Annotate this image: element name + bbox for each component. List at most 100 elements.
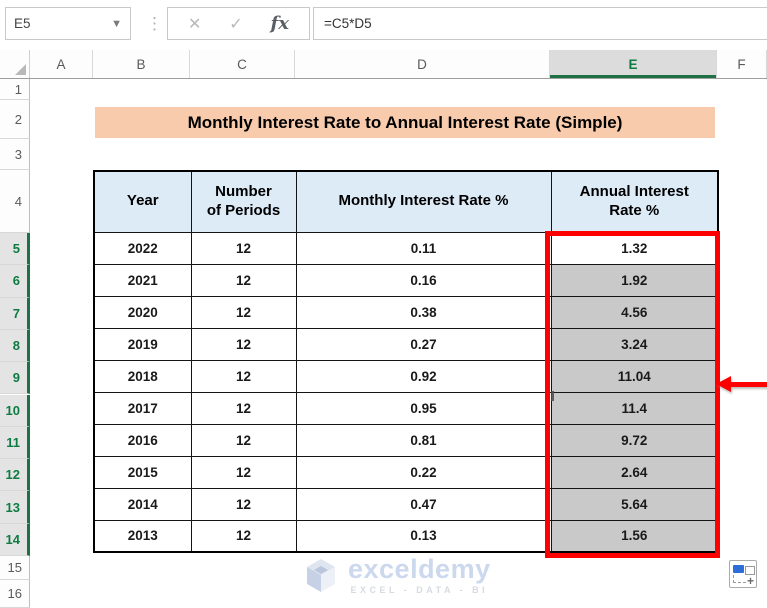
table-cell[interactable]: 1.32 [550,231,719,265]
table-row: 2013 12 0.13 1.56 [93,519,719,553]
row-header-14[interactable]: 14 [0,523,30,556]
formula-input[interactable]: =C5*D5 [313,7,767,40]
table-cell[interactable]: 0.92 [295,359,552,393]
row-header-9[interactable]: 9 [0,362,30,395]
table-cell[interactable]: 12 [190,487,297,521]
table-cell[interactable]: 12 [190,423,297,457]
table-row: 2022 12 0.11 1.32 [93,231,719,265]
cancel-icon[interactable]: ✕ [187,15,202,33]
cursor-artifact [551,391,554,401]
table-cell[interactable]: 12 [190,231,297,265]
table-cell[interactable]: 0.95 [295,391,552,425]
table-cell[interactable]: 12 [190,391,297,425]
table-cell[interactable]: 0.27 [295,327,552,361]
table-cell[interactable]: 11.4 [550,391,719,425]
column-header-B[interactable]: B [93,50,190,78]
select-all-corner[interactable] [0,50,30,78]
exceldemy-logo-icon [307,559,335,592]
row-header-10[interactable]: 10 [0,394,30,427]
table-cell[interactable]: 2.64 [550,455,719,489]
table-cell[interactable]: 2022 [93,231,192,265]
row-header-6[interactable]: 6 [0,265,30,298]
column-header-D[interactable]: D [295,50,550,78]
quick-analysis-blue-rect-icon [733,565,744,573]
table-cell[interactable]: 2014 [93,487,192,521]
table-cell[interactable]: 2018 [93,359,192,393]
red-arrow-annotation [716,376,767,392]
table-cell[interactable]: 4.56 [550,295,719,329]
quick-analysis-plus-icon: + [746,574,754,588]
table-cell[interactable]: 0.11 [295,231,552,265]
row-header-15[interactable]: 15 [0,556,30,580]
name-box-dropdown-icon[interactable]: ▼ [111,17,122,30]
row-header-13[interactable]: 13 [0,491,30,524]
table-row: 2018 12 0.92 11.04 [93,359,719,393]
quick-analysis-button[interactable]: + [729,560,757,588]
table-cell[interactable]: 0.81 [295,423,552,457]
row-header-8[interactable]: 8 [0,329,30,363]
row-header-16[interactable]: 16 [0,580,30,608]
row-header-1[interactable]: 1 [0,79,30,100]
table-cell[interactable]: 2019 [93,327,192,361]
row-header-3[interactable]: 3 [0,139,30,170]
table-row: 2017 12 0.95 11.4 [93,391,719,425]
formula-bar-row: E5 ▼ ⋮ ✕ ✓ fx =C5*D5 [0,0,767,50]
insert-function-icon[interactable]: fx [270,13,290,34]
table-cell[interactable]: 2021 [93,263,192,297]
table-header-row: Year Number of Periods Monthly Interest Ra… [93,170,719,233]
formula-bar-separator-dots-icon: ⋮ [146,14,163,33]
table-row: 2016 12 0.81 9.72 [93,423,719,457]
table-cell[interactable]: 0.38 [295,295,552,329]
row-header-12[interactable]: 12 [0,459,30,492]
row-header-11[interactable]: 11 [0,426,30,460]
watermark-brand: exceldemy [348,554,491,584]
table-row: 2020 12 0.38 4.56 [93,295,719,329]
table-cell[interactable]: 2017 [93,391,192,425]
select-all-triangle-icon [15,64,26,75]
table-cell[interactable]: 1.92 [550,263,719,297]
table-cell[interactable]: 9.72 [550,423,719,457]
table-cell[interactable]: 11.04 [550,359,719,393]
column-header-A[interactable]: A [30,50,93,78]
table-cell[interactable]: 2020 [93,295,192,329]
table-cell[interactable]: 12 [190,327,297,361]
watermark-text: exceldemy EXCEL - DATA - BI [348,554,491,596]
name-box-value: E5 [14,16,31,31]
table-cell[interactable]: 12 [190,359,297,393]
table-header-cell: Year [93,170,192,233]
table-cell[interactable]: 12 [190,263,297,297]
watermark-tagline: EXCEL - DATA - BI [350,585,489,595]
row-header-4[interactable]: 4 [0,170,30,233]
table-header-cell: Monthly Interest Rate % [295,170,552,233]
formula-buttons-box: ✕ ✓ fx [167,7,310,40]
table-cell[interactable]: 0.22 [295,455,552,489]
formula-text: =C5*D5 [324,16,372,31]
table-cell[interactable]: 2015 [93,455,192,489]
row-header-2[interactable]: 2 [0,100,30,139]
table-header-cell: Annual Interest Rate % [550,170,719,233]
table-cell[interactable]: 3.24 [550,327,719,361]
enter-icon[interactable]: ✓ [229,15,243,33]
row-header-5[interactable]: 5 [0,233,30,266]
table-cell[interactable]: 2016 [93,423,192,457]
table-row: 2019 12 0.27 3.24 [93,327,719,361]
table-header-cell: Number of Periods [190,170,297,233]
column-header-F[interactable]: F [717,50,767,78]
table-cell[interactable]: 12 [190,519,297,553]
table-cell[interactable]: 12 [190,295,297,329]
row-header-7[interactable]: 7 [0,297,30,330]
red-arrow-head-icon [716,376,731,392]
table-cell[interactable]: 12 [190,455,297,489]
table-row: 2014 12 0.47 5.64 [93,487,719,521]
table-cell[interactable]: 0.16 [295,263,552,297]
table-row: 2021 12 0.16 1.92 [93,263,719,297]
table-cell[interactable]: 0.47 [295,487,552,521]
table-cell[interactable]: 5.64 [550,487,719,521]
column-header-E[interactable]: E [550,50,717,78]
table-cell[interactable]: 0.13 [295,519,552,553]
table-cell[interactable]: 2013 [93,519,192,553]
column-header-C[interactable]: C [190,50,295,78]
table-cell[interactable]: 1.56 [550,519,719,553]
data-table: Year Number of Periods Monthly Interest Ra… [93,170,719,553]
cell-name-box[interactable]: E5 ▼ [5,7,131,40]
